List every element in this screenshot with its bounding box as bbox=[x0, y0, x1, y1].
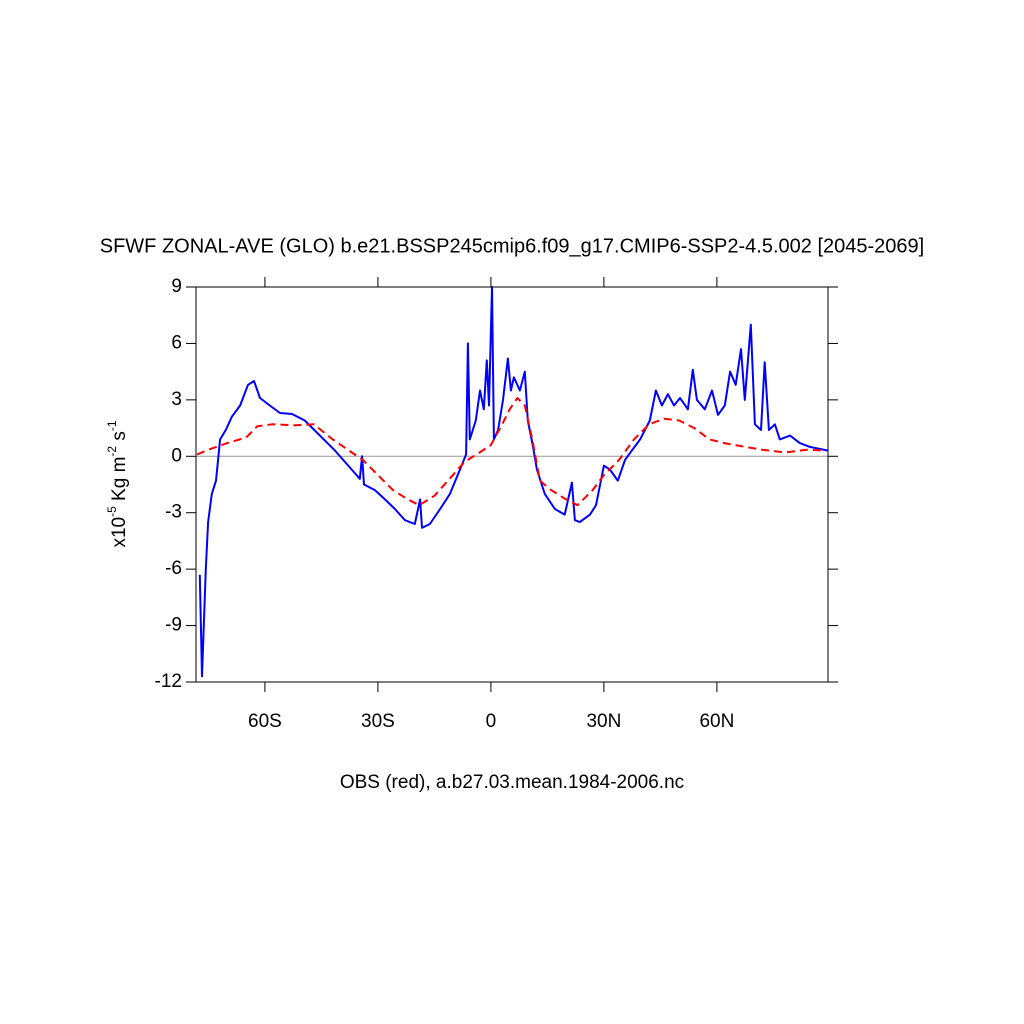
x-tick-label: 60S bbox=[248, 711, 282, 732]
y-tick-label: -12 bbox=[155, 671, 182, 692]
y-tick-label: 6 bbox=[171, 332, 182, 353]
y-tick-label: -6 bbox=[165, 558, 182, 579]
x-tick-label: 60N bbox=[699, 711, 734, 732]
chart-subtitle: OBS (red), a.b27.03.mean.1984-2006.nc bbox=[340, 772, 684, 793]
y-tick-label: -3 bbox=[165, 502, 182, 523]
y-axis-label-part: -1 bbox=[105, 420, 119, 431]
data-line bbox=[196, 397, 827, 507]
y-axis-label: x10-5 Kg m-2 s-1 bbox=[105, 420, 130, 547]
data-line bbox=[198, 286, 829, 678]
y-axis-label-part: -5 bbox=[105, 506, 119, 517]
y-axis-label-part: x10 bbox=[109, 517, 130, 548]
y-tick-label: 0 bbox=[171, 445, 182, 466]
y-axis-label-part: -2 bbox=[105, 446, 119, 457]
x-tick-label: 30S bbox=[361, 711, 395, 732]
x-tick-label: 30N bbox=[586, 711, 621, 732]
x-tick-label: 0 bbox=[486, 711, 497, 732]
y-tick-label: 3 bbox=[171, 389, 182, 410]
y-tick-label: 9 bbox=[171, 276, 182, 297]
chart-title: SFWF ZONAL-AVE (GLO) b.e21.BSSP245cmip6.… bbox=[100, 235, 924, 257]
plot-frame bbox=[195, 286, 829, 683]
y-axis-label-part: Kg m bbox=[109, 457, 130, 507]
y-axis-label-part: s bbox=[109, 431, 130, 446]
y-tick-label: -9 bbox=[165, 615, 182, 636]
